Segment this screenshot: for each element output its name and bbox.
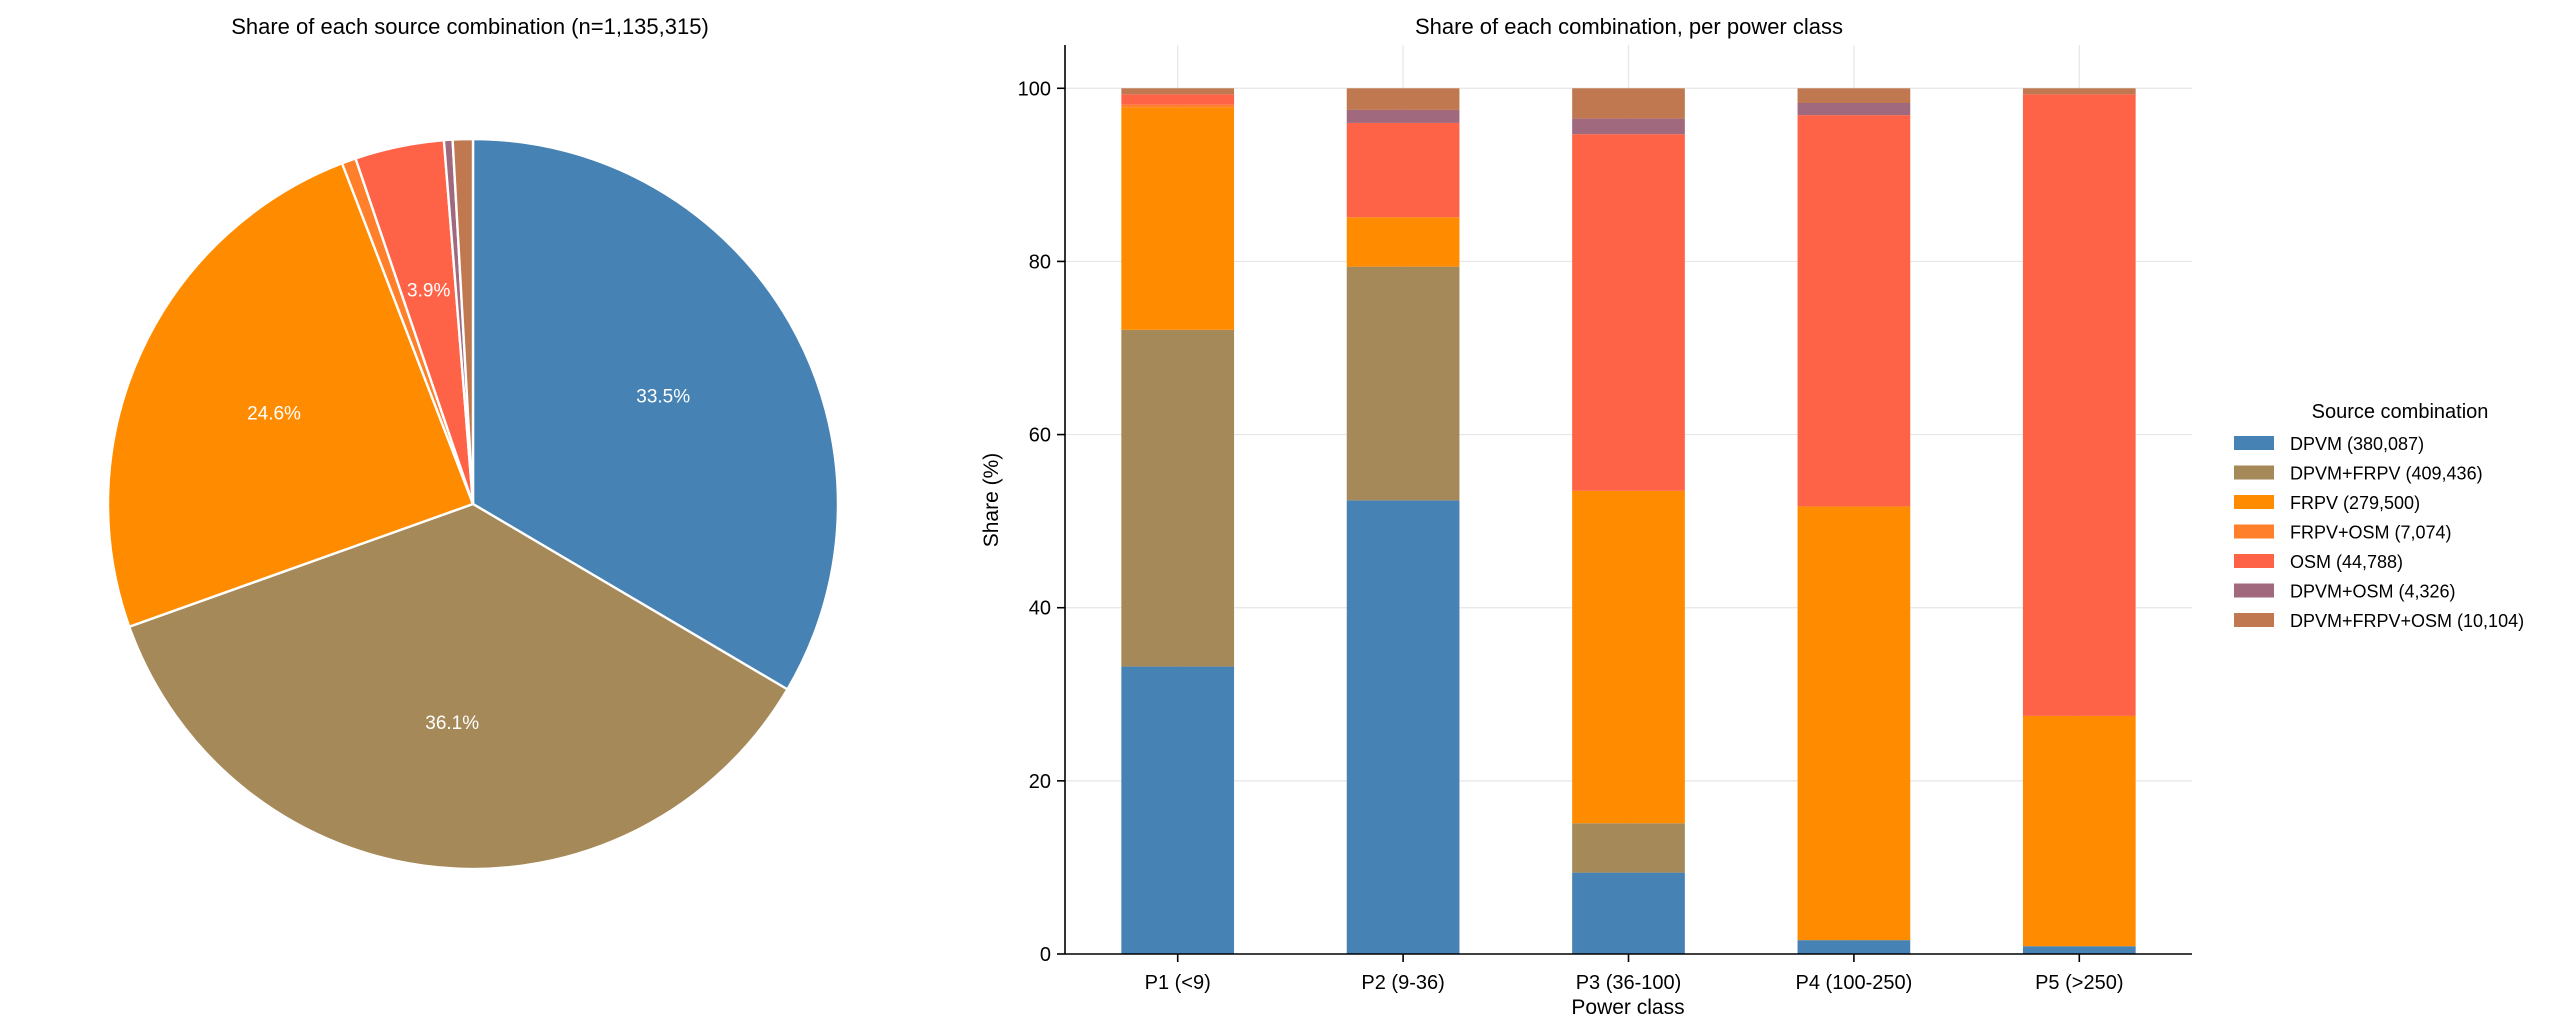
y-axis-ticks: 0 20 40 60 80 100	[1018, 78, 1065, 966]
bar-segment-p2-9-36-5	[1346, 109, 1460, 123]
pie-slice-frpv	[106, 161, 475, 629]
bar-segment-p5-250-2	[2022, 715, 2136, 947]
bar-segment-p3-36-100-1	[1572, 823, 1685, 873]
x-tick-label: P3 (36-100)	[1576, 972, 1682, 994]
bar-segment-p4-100-250-6	[1797, 88, 1911, 104]
pie-percent-labels: 33.5% 36.1% 24.6% 3.9%	[247, 281, 690, 735]
pie-chart-title: Share of each source combination (n=1,13…	[231, 14, 709, 39]
x-tick-label: P1 (<9)	[1145, 972, 1211, 994]
bar-segment-p3-36-100-0	[1572, 872, 1685, 954]
bar-segment-p5-250-4	[2022, 94, 2136, 716]
bar-segment-p1-9-1	[1121, 329, 1235, 667]
pie-percent-label: 24.6%	[247, 404, 301, 425]
bar-segment-p2-9-36-1	[1346, 266, 1460, 501]
legend-items: DPVM (380,087) DPVM+FRPV (409,436) FRPV (2…	[2234, 434, 2524, 631]
x-tick-label: P2 (9-36)	[1361, 972, 1444, 994]
bar-segment-p4-100-250-0	[1797, 940, 1911, 954]
bar-segment-p3-36-100-6	[1572, 88, 1685, 119]
pie-slices	[106, 137, 840, 871]
legend-label-5: DPVM+OSM (4,326)	[2290, 582, 2456, 602]
bar-segment-p2-9-36-6	[1346, 88, 1460, 110]
y-tick-label: 80	[1029, 251, 1051, 273]
bar-segments	[1121, 88, 2136, 954]
legend: Source combination DPVM (380,087) DPVM+FR…	[2234, 401, 2524, 631]
y-tick-label: 20	[1029, 771, 1051, 793]
pie-slice-dpvm-frpv	[127, 502, 790, 871]
bar-segment-p4-100-250-2	[1797, 506, 1911, 941]
bar-segment-p1-9-2	[1121, 107, 1235, 330]
bar-segment-p2-9-36-4	[1346, 122, 1460, 218]
legend-label-3: FRPV+OSM (7,074)	[2290, 523, 2452, 543]
bar-segment-p5-250-6	[2022, 88, 2136, 95]
bar-chart-title: Share of each combination, per power cla…	[1415, 14, 1843, 39]
bar-segment-p1-9-0	[1121, 666, 1235, 954]
bar-segment-p3-36-100-2	[1572, 490, 1685, 824]
legend-label-2: FRPV (279,500)	[2290, 493, 2420, 513]
pie-slice-dpvm-frpv-osm	[451, 137, 475, 505]
legend-swatch-3	[2234, 524, 2274, 539]
legend-swatch-4	[2234, 554, 2274, 568]
x-axis-label: Power class	[1571, 996, 1684, 1019]
bar-segment-p2-9-36-0	[1346, 500, 1460, 954]
pie-percent-label: 36.1%	[425, 713, 479, 734]
legend-swatch-2	[2234, 495, 2274, 509]
legend-swatch-0	[2234, 436, 2274, 450]
x-tick-label: P5 (>250)	[2035, 972, 2123, 994]
stacked-bar-chart: Share of each combination, per power cla…	[980, 14, 2192, 1019]
bar-segment-p1-9-6	[1121, 88, 1235, 95]
legend-label-4: OSM (44,788)	[2290, 552, 2403, 572]
legend-swatch-5	[2234, 583, 2274, 598]
bar-segment-p3-36-100-5	[1572, 118, 1685, 135]
bar-segment-p1-9-4	[1121, 94, 1235, 105]
legend-swatch-6	[2234, 613, 2274, 627]
legend-swatch-1	[2234, 465, 2274, 480]
x-tick-label: P4 (100-250)	[1796, 972, 1913, 994]
bar-segment-p1-9-3	[1121, 104, 1235, 108]
bar-segment-p2-9-36-2	[1346, 217, 1460, 267]
pie-chart: Share of each source combination (n=1,13…	[106, 14, 840, 871]
pie-percent-label: 3.9%	[407, 281, 450, 302]
legend-label-0: DPVM (380,087)	[2290, 434, 2424, 454]
x-axis-ticks: P1 (<9) P2 (9-36) P3 (36-100) P4 (100-250) P…	[1145, 954, 2123, 994]
legend-title: Source combination	[2312, 401, 2489, 423]
bar-segment-p4-100-250-4	[1797, 115, 1911, 507]
bar-segment-p5-250-0	[2022, 946, 2136, 954]
bar-segment-p4-100-250-5	[1797, 103, 1911, 116]
y-tick-label: 40	[1029, 598, 1051, 620]
y-axis-label: Share (%)	[980, 453, 1003, 548]
bar-segment-p3-36-100-4	[1572, 134, 1685, 491]
y-tick-label: 100	[1018, 78, 1051, 100]
pie-percent-label: 33.5%	[636, 386, 690, 407]
y-tick-label: 0	[1040, 944, 1051, 966]
legend-label-6: DPVM+FRPV+OSM (10,104)	[2290, 611, 2524, 631]
y-tick-label: 60	[1029, 425, 1051, 447]
legend-label-1: DPVM+FRPV (409,436)	[2290, 464, 2483, 484]
pie-slice-dpvm	[471, 137, 840, 692]
